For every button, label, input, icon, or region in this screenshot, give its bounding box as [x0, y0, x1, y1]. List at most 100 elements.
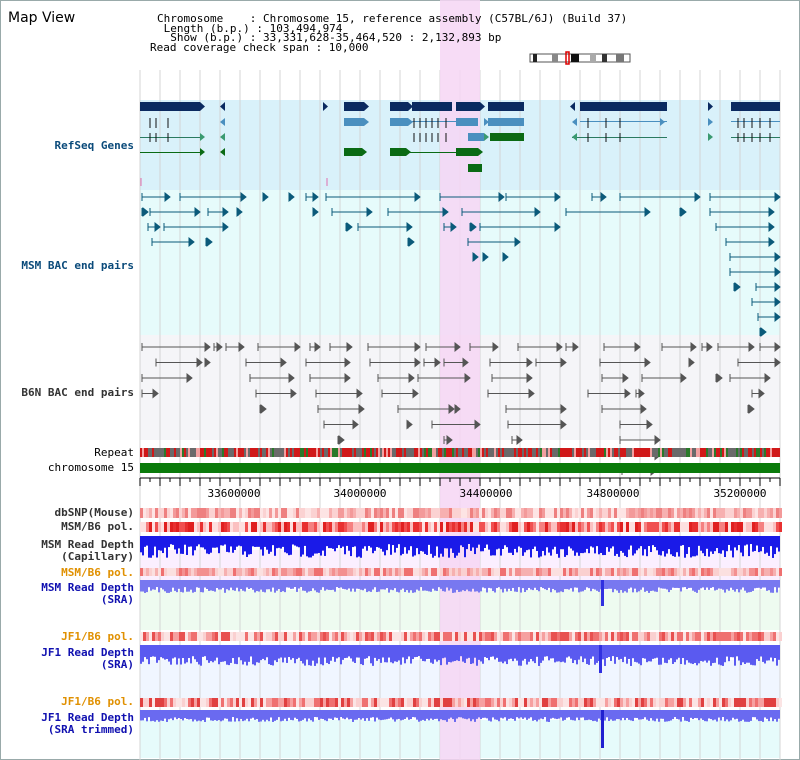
- depth-bar: [544, 580, 546, 590]
- heat-cell: [353, 522, 356, 532]
- heat-cell: [743, 698, 746, 707]
- heat-cell: [773, 568, 776, 576]
- depth-bar: [680, 580, 682, 592]
- gene-arrow: [708, 118, 713, 126]
- depth-bar: [556, 645, 558, 662]
- depth-bar: [192, 645, 194, 657]
- heat-tracks[interactable]: [140, 508, 782, 707]
- depth-bar: [208, 536, 210, 555]
- heat-cell: [608, 698, 611, 707]
- depth-bar: [752, 710, 754, 718]
- depth-bar: [486, 580, 488, 593]
- depth-bar: [624, 645, 626, 657]
- repeat-segment: [202, 448, 204, 457]
- depth-bar: [606, 645, 608, 659]
- heat-cell: [581, 698, 584, 707]
- heat-cell: [299, 698, 302, 707]
- heat-cell: [542, 632, 545, 641]
- repeat-segment: [576, 448, 578, 457]
- chromosome-ideogram[interactable]: [529, 51, 631, 65]
- refseq-genes[interactable]: [140, 102, 780, 186]
- heat-cell: [143, 632, 146, 641]
- repeat-segment: [688, 448, 690, 457]
- repeat-segment: [758, 448, 760, 457]
- depth-bar: [354, 536, 356, 547]
- depth-bar: [214, 580, 216, 592]
- heat-cell: [287, 632, 290, 641]
- bac-end-arrow: [188, 236, 195, 248]
- depth-bar: [750, 645, 752, 665]
- depth-bar: [678, 580, 680, 589]
- heat-cell: [395, 508, 398, 518]
- bac-end-arrow: [560, 357, 567, 368]
- depth-bar: [474, 536, 476, 555]
- heat-cell: [512, 508, 515, 518]
- heat-cell: [509, 698, 512, 707]
- heat-cell: [521, 568, 524, 576]
- depth-bar: [768, 580, 770, 591]
- depth-bar: [606, 536, 608, 548]
- depth-bar: [392, 710, 394, 720]
- msm-bac-pairs[interactable]: [141, 191, 781, 338]
- depth-bar: [288, 580, 290, 588]
- depth-bar: [672, 710, 674, 720]
- heat-cell: [338, 698, 341, 707]
- depth-bar: [724, 580, 726, 593]
- depth-bar: [330, 580, 332, 591]
- depth-bar: [264, 536, 266, 547]
- depth-bar: [566, 536, 568, 556]
- heat-cell: [779, 698, 782, 707]
- heat-cell: [215, 632, 218, 641]
- repeat-segment: [770, 448, 772, 457]
- depth-bar: [628, 710, 630, 720]
- heat-cell: [779, 508, 782, 518]
- gene-arrow: [406, 148, 411, 156]
- depth-bar: [422, 580, 424, 591]
- heat-cell: [377, 508, 380, 518]
- b6n-bac-pairs[interactable]: [141, 341, 781, 477]
- gene-block: [580, 102, 667, 111]
- depth-bar: [404, 536, 406, 548]
- heat-cell: [611, 698, 614, 707]
- label-b6n-bac: B6N BAC end pairs: [21, 386, 134, 399]
- repeat-segment: [274, 448, 276, 457]
- heat-cell: [272, 632, 275, 641]
- repeat-track[interactable]: [140, 448, 780, 457]
- depth-bar: [652, 580, 654, 591]
- heat-cell: [236, 522, 239, 532]
- depth-bar: [528, 710, 530, 719]
- heat-cell: [482, 522, 485, 532]
- bac-end-arrow: [448, 403, 455, 415]
- bac-end-arrow: [450, 221, 457, 233]
- chromosome-bar[interactable]: [140, 463, 780, 473]
- gene-block: [344, 118, 364, 126]
- heat-cell: [377, 698, 380, 707]
- heat-cell: [401, 698, 404, 707]
- repeat-segment: [616, 448, 618, 457]
- depth-bar: [448, 710, 450, 719]
- heat-cell: [170, 698, 173, 707]
- depth-bar: [170, 580, 172, 592]
- heat-cell: [209, 632, 212, 641]
- bac-end-arrow: [216, 341, 223, 353]
- heat-cell: [332, 568, 335, 576]
- depth-bar: [430, 645, 432, 663]
- bac-end-arrow: [406, 221, 413, 233]
- repeat-segment: [256, 448, 258, 457]
- depth-tracks[interactable]: [140, 536, 780, 748]
- depth-bar: [502, 580, 504, 593]
- heat-cell: [587, 568, 590, 576]
- depth-bar: [366, 536, 368, 551]
- heat-cell: [644, 522, 647, 532]
- depth-bar: [562, 536, 564, 550]
- heat-cell: [272, 508, 275, 518]
- depth-bar: [748, 710, 750, 722]
- depth-bar: [382, 645, 384, 658]
- repeat-segment: [572, 448, 574, 457]
- depth-bar: [642, 710, 644, 720]
- repeat-segment: [712, 448, 714, 457]
- bac-end-arrow: [260, 403, 267, 415]
- heat-cell: [428, 508, 431, 518]
- repeat-segment: [744, 448, 746, 457]
